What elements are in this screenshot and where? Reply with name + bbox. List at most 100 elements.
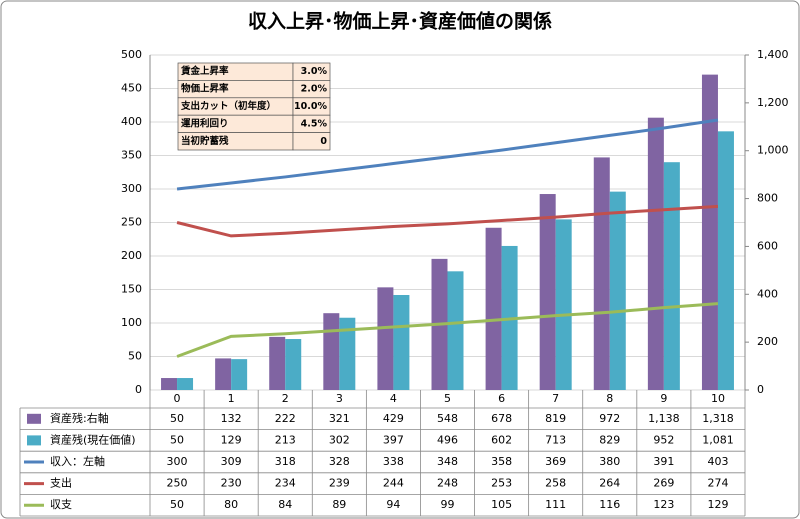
table-value: 274	[707, 477, 728, 490]
legend-label: 資産残(現在価値)	[50, 432, 136, 446]
x-tick-label: 2	[282, 392, 289, 405]
table-value: 94	[386, 498, 400, 511]
bar	[539, 194, 556, 390]
legend-key	[27, 413, 41, 424]
y-tick-label: 100	[121, 316, 142, 329]
legend-label: 資産残:右軸	[50, 411, 109, 425]
table-value: 403	[707, 455, 728, 468]
bar	[485, 227, 502, 390]
x-tick-label: 4	[390, 392, 397, 405]
table-value: 358	[491, 455, 512, 468]
table-value: 264	[599, 477, 620, 490]
table-value: 222	[275, 412, 296, 425]
param-value: 0	[320, 136, 327, 147]
y2-tick-label: 200	[757, 335, 778, 348]
param-value: 10.0%	[294, 101, 327, 112]
y-tick-label: 0	[135, 383, 142, 396]
table-value: 602	[491, 433, 512, 446]
table-value: 129	[707, 498, 728, 511]
table-value: 50	[170, 498, 184, 511]
table-value: 123	[653, 498, 674, 511]
param-cell	[292, 132, 331, 151]
line	[176, 118, 719, 191]
table-value: 318	[275, 455, 296, 468]
x-tick-label: 3	[336, 392, 343, 405]
bar	[339, 317, 356, 390]
legend-label: 収支	[50, 498, 72, 511]
table-value: 309	[221, 455, 242, 468]
x-tick-label: 6	[498, 392, 505, 405]
y2-tick-label: 1,400	[757, 48, 789, 61]
bar	[377, 287, 394, 390]
x-tick-label: 5	[444, 392, 451, 405]
table-value: 348	[437, 455, 458, 468]
bar	[323, 313, 340, 390]
y-tick-label: 300	[121, 182, 142, 195]
table-value: 99	[441, 498, 455, 511]
y2-tick-label: 800	[757, 192, 778, 205]
y-tick-label: 50	[128, 350, 142, 363]
param-label: 当初貯蓄残	[181, 135, 229, 147]
table-value: 248	[437, 477, 458, 490]
table-value: 105	[491, 498, 512, 511]
table-value: 239	[329, 477, 350, 490]
y2-tick-label: 1,200	[757, 96, 789, 109]
bar	[593, 157, 610, 390]
x-tick-label: 8	[606, 392, 613, 405]
table-value: 397	[383, 433, 404, 446]
table-value: 1,081	[702, 433, 734, 446]
table-value: 89	[332, 498, 346, 511]
bar	[609, 191, 626, 390]
table-value: 244	[383, 477, 404, 490]
table-value: 258	[545, 477, 566, 490]
table-value: 972	[599, 412, 620, 425]
bar	[701, 74, 718, 390]
bar	[555, 219, 572, 390]
y-tick-label: 150	[121, 283, 142, 296]
table-value: 713	[545, 433, 566, 446]
x-tick-label: 9	[660, 392, 667, 405]
y-tick-label: 200	[121, 249, 142, 262]
table-value: 50	[170, 412, 184, 425]
table-value: 1,318	[702, 412, 734, 425]
y2-tick-label: 0	[757, 383, 764, 396]
param-value: 4.5%	[301, 118, 328, 129]
table-value: 829	[599, 433, 620, 446]
table-value: 302	[329, 433, 350, 446]
bar	[285, 339, 302, 390]
table-value: 50	[170, 433, 184, 446]
param-label: 運用利回り	[181, 117, 229, 129]
x-tick-label: 1	[228, 392, 235, 405]
table-value: 369	[545, 455, 566, 468]
table-value: 380	[599, 455, 620, 468]
table-value: 819	[545, 412, 566, 425]
table-value: 429	[383, 412, 404, 425]
table-value: 391	[653, 455, 674, 468]
bar	[269, 336, 286, 390]
y2-tick-label: 1,000	[757, 144, 789, 157]
table-value: 253	[491, 477, 512, 490]
chart-title: 収入上昇･物価上昇･資産価値の関係	[248, 10, 552, 33]
table-value: 328	[329, 455, 350, 468]
x-tick-label: 10	[711, 392, 725, 405]
line	[176, 302, 719, 358]
bar	[161, 378, 178, 390]
bar	[231, 359, 248, 390]
table-value: 269	[653, 477, 674, 490]
y-tick-label: 400	[121, 115, 142, 128]
table-value: 338	[383, 455, 404, 468]
y-tick-label: 450	[121, 82, 142, 95]
x-tick-label: 7	[552, 392, 559, 405]
table-value: 300	[167, 455, 188, 468]
table-value: 213	[275, 433, 296, 446]
param-value: 2.0%	[301, 84, 328, 95]
line	[176, 204, 719, 238]
table-value: 1,138	[648, 412, 680, 425]
x-tick-label: 0	[174, 392, 181, 405]
table-value: 84	[278, 498, 292, 511]
bar	[215, 358, 232, 390]
param-value: 3.0%	[301, 66, 328, 77]
bar	[647, 117, 664, 390]
bar	[717, 131, 734, 390]
legend-key	[27, 435, 41, 446]
